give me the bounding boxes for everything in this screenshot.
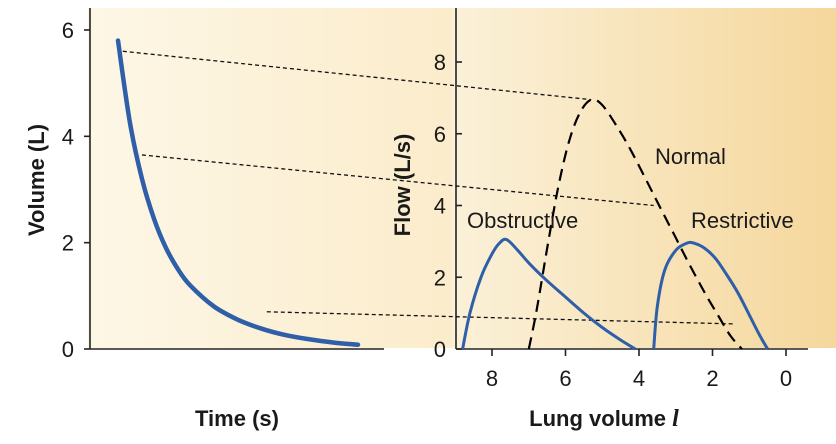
left-y-tick-label: 4 <box>62 124 74 149</box>
right-y-axis-label: Flow (L/s) <box>390 134 415 237</box>
left-panel-background <box>88 8 452 348</box>
flow-curve-normal <box>527 98 743 350</box>
volume-time-curve <box>115 38 361 347</box>
right-x-axis-label: Lung volume l <box>529 406 679 432</box>
right-y-tick-label: 8 <box>434 50 446 75</box>
left-y-tick-label: 6 <box>62 18 74 43</box>
flow-volume-axes <box>455 8 808 350</box>
flow-curve-obstructive <box>461 237 637 351</box>
flow-curve-restrictive <box>652 240 769 350</box>
right-panel-background <box>452 8 836 348</box>
right-y-tick-label: 6 <box>434 122 446 147</box>
right-x-axis-label-text: Lung volume <box>529 406 672 431</box>
right-x-tick-label: 0 <box>780 366 792 391</box>
label-obstructive: Obstructive <box>467 208 578 233</box>
right-x-ticks: 8 6 4 2 0 <box>486 349 792 391</box>
right-y-tick-label: 0 <box>434 337 446 362</box>
right-y-tick-label: 4 <box>434 194 446 219</box>
right-x-tick-label: 8 <box>486 366 498 391</box>
volume-time-axes <box>89 8 384 350</box>
flow-volume-series <box>461 98 769 351</box>
right-x-tick-label: 2 <box>706 366 718 391</box>
right-x-tick-label: 4 <box>633 366 645 391</box>
lung-volume-symbol: l <box>672 406 679 432</box>
left-y-ticks: 0 2 4 6 <box>62 18 90 362</box>
left-y-tick-label: 2 <box>62 231 74 256</box>
connector-line <box>141 154 654 207</box>
left-x-axis-label: Time (s) <box>195 406 279 431</box>
right-x-tick-label: 6 <box>559 366 571 391</box>
right-y-ticks: 0 2 4 6 8 <box>434 50 462 362</box>
left-y-tick-label: 0 <box>62 337 74 362</box>
label-restrictive: Restrictive <box>691 208 794 233</box>
right-y-tick-label: 2 <box>434 265 446 290</box>
label-normal: Normal <box>655 144 726 169</box>
volume-time-series <box>115 38 361 347</box>
connector-line <box>122 50 592 101</box>
left-y-axis-label: Volume (L) <box>24 124 49 236</box>
